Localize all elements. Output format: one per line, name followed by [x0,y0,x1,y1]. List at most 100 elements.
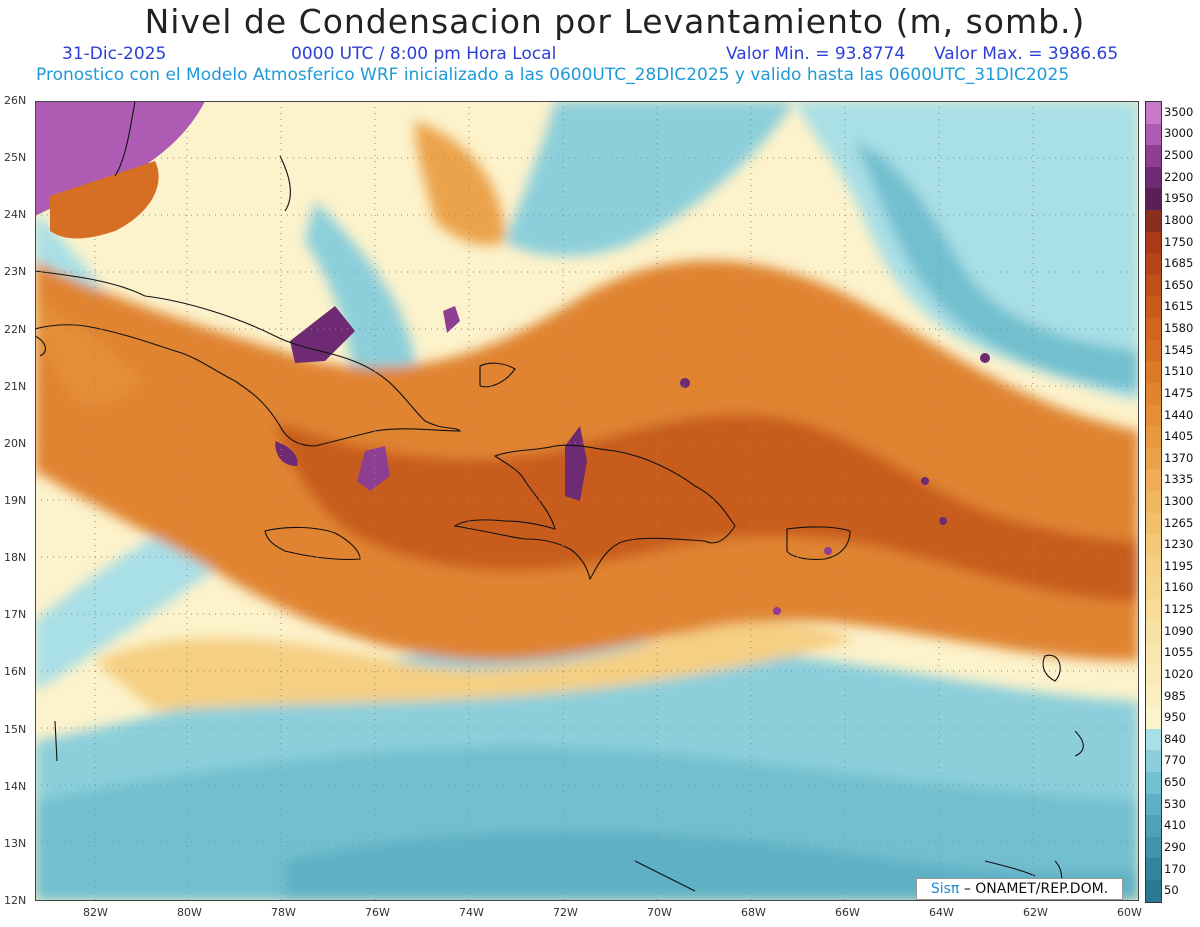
colorbar [1145,101,1162,903]
colorbar-swatch [1146,490,1161,513]
lon-label: 66W [835,906,860,919]
colorbar-tick-label: 1265 [1164,515,1194,530]
colorbar-swatch [1146,145,1161,167]
colorbar-swatch [1146,447,1161,470]
lon-label: 72W [553,906,578,919]
colorbar-tick-label: 2200 [1164,169,1194,184]
lat-label: 25N [4,151,27,165]
colorbar-tick-label: 1440 [1164,407,1194,422]
colorbar-swatch [1146,253,1161,275]
colorbar-tick-label: 530 [1164,796,1186,811]
lon-label: 64W [929,906,954,919]
lat-label: 20N [4,436,27,450]
colorbar-swatch [1146,274,1161,297]
colorbar-tick-label: 1335 [1164,472,1194,487]
lat-label: 14N [4,779,27,793]
lat-label: 26N [4,94,27,107]
colorbar-swatch [1146,620,1161,643]
colorbar-tick-label: 770 [1164,753,1186,768]
colorbar-tick-label: 985 [1164,688,1186,703]
colorbar-swatch [1146,404,1161,427]
colorbar-swatch [1146,663,1161,686]
colorbar-swatch [1146,318,1161,340]
colorbar-swatch [1146,577,1161,600]
lat-label: 24N [4,208,27,222]
colorbar-tick-label: 1950 [1164,191,1194,206]
lat-label: 15N [4,722,27,736]
lat-label: 21N [4,379,27,393]
colorbar-swatch [1146,382,1161,405]
colorbar-swatch [1146,210,1161,232]
sispi-logo: Sisπ [930,881,960,897]
colorbar-swatch [1146,339,1161,362]
lat-label: 19N [4,494,27,507]
colorbar-swatch [1146,188,1161,211]
colorbar-tick-label: 1615 [1164,299,1194,314]
colorbar-swatch [1146,512,1161,535]
lon-label: 62W [1023,906,1048,919]
colorbar-swatch [1146,534,1161,556]
lat-label: 13N [4,836,27,850]
colorbar-tick-label: 3000 [1164,126,1194,141]
lon-label: 80W [177,906,202,919]
colorbar-tick-label: 410 [1164,818,1186,833]
model-subtitle: Pronostico con el Modelo Atmosferico WRF… [36,65,1070,85]
colorbar-swatch [1146,750,1161,772]
lon-label: 76W [365,906,390,919]
colorbar-tick-label: 1685 [1164,256,1194,271]
lat-label: 17N [4,608,27,622]
colorbar-swatch [1146,555,1161,578]
colorbar-tick-label: 3500 [1164,104,1194,119]
colorbar-swatch [1146,815,1161,837]
lon-label: 68W [741,906,766,919]
value-max: Valor Max. = 3986.65 [934,44,1119,64]
colorbar-tick-label: 1510 [1164,364,1194,379]
colorbar-swatch [1146,858,1161,880]
colorbar-swatch [1146,166,1161,189]
colorbar-swatch [1146,707,1161,729]
colorbar-tick-label: 2500 [1164,148,1194,163]
value-min: Valor Min. = 93.8774 [726,44,906,64]
lcl-field [35,101,1139,901]
colorbar-tick-label: 1650 [1164,277,1194,292]
colorbar-tick-label: 950 [1164,710,1186,725]
lon-label: 74W [459,906,484,919]
lat-label: 18N [4,551,27,565]
lat-label: 12N [4,894,27,907]
forecast-date: 31-Dic-2025 [62,44,167,64]
colorbar-swatch [1146,469,1161,491]
lat-label: 22N [4,322,27,336]
colorbar-swatch [1146,123,1161,146]
lat-label: 16N [4,665,27,679]
colorbar-swatch [1146,685,1161,708]
colorbar-tick-label: 1300 [1164,494,1194,508]
colorbar-tick-label: 1195 [1164,558,1194,573]
colorbar-swatch [1146,599,1161,621]
colorbar-swatch [1146,642,1161,664]
colorbar-tick-label: 1800 [1164,212,1194,227]
credit-box: Sisπ – ONAMET/REP.DOM. [916,878,1123,900]
colorbar-tick-label: 1160 [1164,580,1194,595]
colorbar-swatch [1146,426,1161,448]
colorbar-tick-label: 1405 [1164,429,1194,444]
colorbar-tick-label: 1020 [1164,666,1194,681]
colorbar-tick-label: 170 [1164,861,1186,876]
colorbar-swatch [1146,296,1161,319]
colorbar-tick-label: 1370 [1164,450,1194,465]
colorbar-tick-label: 650 [1164,775,1186,790]
lat-label: 23N [4,265,27,279]
colorbar-tick-label: 840 [1164,731,1186,746]
map-title: Nivel de Condensacion por Levantamiento … [144,2,1086,41]
colorbar-tick-label: 1090 [1164,623,1194,638]
colorbar-tick-label: 1545 [1164,342,1194,357]
lon-label: 78W [271,906,296,919]
colorbar-tick-label: 1475 [1164,385,1194,400]
colorbar-tick-label: 1580 [1164,321,1194,336]
colorbar-swatch [1146,231,1161,254]
credit-text: – ONAMET/REP.DOM. [963,881,1109,897]
lon-label: 60W [1117,906,1142,919]
forecast-time: 0000 UTC / 8:00 pm Hora Local [291,44,557,64]
lon-label: 70W [647,906,672,919]
colorbar-swatch [1146,102,1161,124]
colorbar-tick-label: 50 [1164,883,1179,898]
